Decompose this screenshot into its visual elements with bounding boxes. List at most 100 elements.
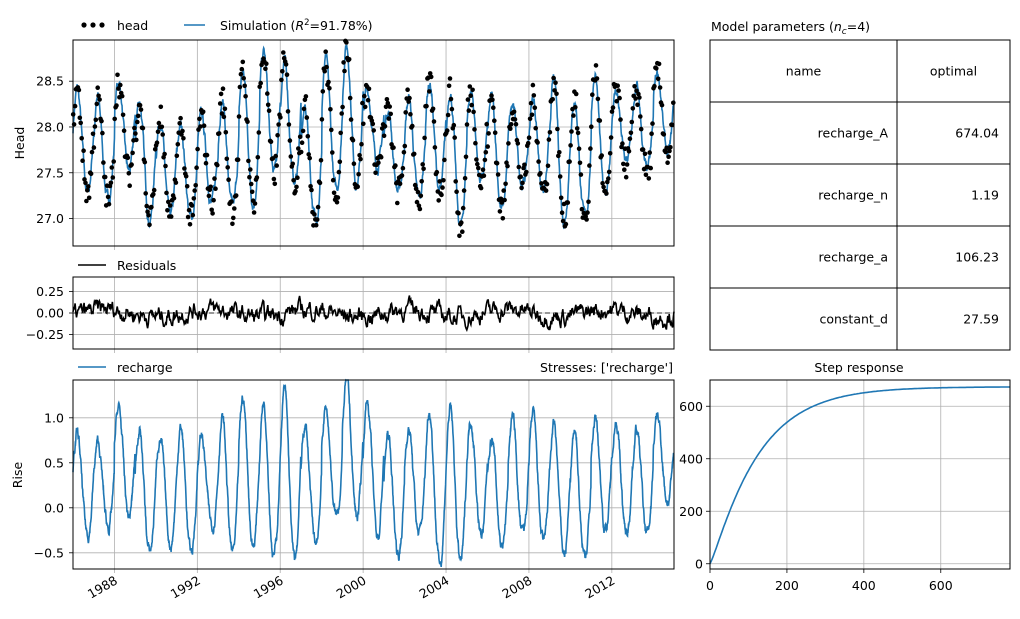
head-observation-point bbox=[141, 126, 146, 131]
head-observation-point bbox=[255, 175, 260, 180]
head-observation-point bbox=[550, 97, 555, 102]
head-observation-point bbox=[617, 96, 622, 101]
head-observation-point bbox=[147, 223, 152, 228]
head-observation-point bbox=[496, 172, 501, 177]
head-observation-point bbox=[94, 118, 99, 123]
head-observation-point bbox=[202, 123, 207, 128]
head-observation-point bbox=[421, 167, 426, 172]
head-observation-point bbox=[264, 61, 269, 66]
x-tick-label: 2000 bbox=[334, 573, 369, 602]
head-observation-point bbox=[407, 96, 412, 101]
head-observation-point bbox=[114, 103, 119, 108]
head-observation-point bbox=[536, 159, 541, 164]
head-observation-point bbox=[476, 166, 481, 171]
head-observation-point bbox=[175, 154, 180, 159]
head-observation-point bbox=[285, 72, 290, 77]
head-observation-point bbox=[318, 181, 323, 186]
head-observation-point bbox=[324, 65, 329, 70]
head-observation-point bbox=[569, 129, 574, 134]
head-y-ticks: 27.027.528.028.5 bbox=[36, 74, 73, 226]
head-observation-point bbox=[599, 153, 604, 158]
head-observation-point bbox=[122, 128, 127, 133]
head-observation-point bbox=[225, 165, 230, 170]
head-observation-point bbox=[177, 121, 182, 126]
head-observation-point bbox=[548, 130, 553, 135]
head-observation-point bbox=[294, 185, 299, 190]
head-observation-point bbox=[615, 83, 620, 88]
head-observation-point bbox=[327, 86, 332, 91]
head-observation-point bbox=[668, 145, 673, 150]
y-tick-label: 0 bbox=[695, 556, 703, 571]
head-observation-point bbox=[132, 126, 137, 131]
head-observation-point bbox=[529, 101, 534, 106]
head-observation-point bbox=[463, 176, 468, 181]
head-observation-point bbox=[416, 190, 421, 195]
head-observation-point bbox=[576, 131, 581, 136]
head-observation-point bbox=[385, 97, 390, 102]
head-observation-point bbox=[237, 114, 242, 119]
head-observation-point bbox=[452, 135, 457, 140]
head-observation-point bbox=[210, 211, 215, 216]
head-observation-point bbox=[302, 107, 307, 112]
head-observation-point bbox=[319, 158, 324, 163]
head-observation-point bbox=[298, 135, 303, 140]
head-observation-point bbox=[618, 117, 623, 122]
head-observation-point bbox=[567, 159, 572, 164]
head-observation-point bbox=[273, 154, 278, 159]
head-observation-point bbox=[649, 131, 654, 136]
head-observation-point bbox=[95, 85, 100, 90]
head-observation-point bbox=[190, 203, 195, 208]
head-observation-point bbox=[225, 157, 230, 162]
head-observation-point bbox=[272, 177, 277, 182]
head-observation-point bbox=[462, 188, 467, 193]
head-observation-point bbox=[359, 142, 364, 147]
head-observation-point bbox=[172, 196, 177, 201]
head-observation-point bbox=[382, 134, 387, 139]
head-observation-point bbox=[471, 110, 476, 115]
head-observation-point bbox=[300, 140, 305, 145]
head-observation-point bbox=[493, 130, 498, 135]
head-observation-point bbox=[213, 186, 218, 191]
head-observation-point bbox=[665, 160, 670, 165]
head-observation-point bbox=[366, 98, 371, 103]
head-observation-point bbox=[456, 211, 461, 216]
head-observation-point bbox=[152, 188, 157, 193]
head-observation-point bbox=[447, 84, 452, 89]
head-observation-point bbox=[466, 97, 471, 102]
head-observation-point bbox=[357, 153, 362, 158]
head-observation-point bbox=[398, 182, 403, 187]
head-observation-point bbox=[341, 60, 346, 65]
head-observation-point bbox=[387, 116, 392, 121]
head-observation-point bbox=[526, 141, 531, 146]
head-observation-point bbox=[644, 173, 649, 178]
head-observation-point bbox=[185, 184, 190, 189]
head-observation-point bbox=[555, 127, 560, 132]
head-observation-point bbox=[91, 132, 96, 137]
head-observation-point bbox=[290, 162, 295, 167]
head-observation-point bbox=[403, 144, 408, 149]
head-observation-point bbox=[181, 136, 186, 141]
head-observation-point bbox=[358, 157, 363, 162]
head-observation-point bbox=[391, 145, 396, 150]
head-observation-point bbox=[631, 106, 636, 111]
head-observation-point bbox=[546, 164, 551, 169]
head-observation-point bbox=[87, 196, 92, 201]
head-observation-point bbox=[388, 112, 393, 117]
head-observation-point bbox=[395, 201, 400, 206]
head-observation-point bbox=[129, 162, 134, 167]
y-tick-label: 28.5 bbox=[36, 74, 64, 89]
head-observation-point bbox=[242, 84, 247, 89]
head-observation-point bbox=[121, 113, 126, 118]
legend-head-marker bbox=[90, 22, 95, 27]
stresses-panel: 1.00.50.0−0.5 1988 1992 1996 2000 2004 2008 20… bbox=[10, 360, 674, 602]
head-observation-point bbox=[293, 189, 298, 194]
head-observation-point bbox=[316, 205, 321, 210]
head-observation-point bbox=[337, 170, 342, 175]
residuals-legend: Residuals bbox=[78, 258, 176, 273]
head-observation-point bbox=[557, 150, 562, 155]
head-observation-point bbox=[178, 116, 183, 121]
head-observation-point bbox=[470, 88, 475, 93]
head-observation-point bbox=[408, 112, 413, 117]
head-observation-point bbox=[400, 173, 405, 178]
